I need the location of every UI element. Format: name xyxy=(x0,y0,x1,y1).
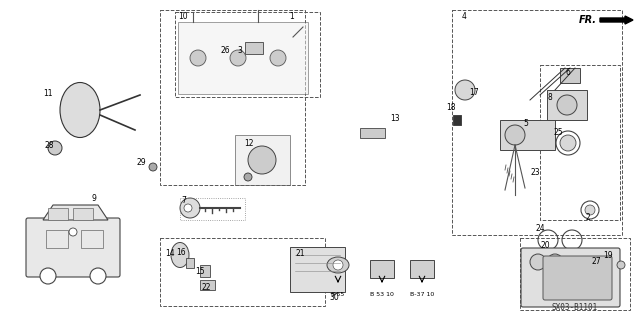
Circle shape xyxy=(244,173,252,181)
FancyArrow shape xyxy=(600,16,633,24)
Bar xyxy=(46,230,68,248)
Circle shape xyxy=(547,254,563,270)
Text: 24: 24 xyxy=(535,223,545,233)
Circle shape xyxy=(190,50,206,66)
Text: 23: 23 xyxy=(530,167,540,177)
Text: 22: 22 xyxy=(201,283,211,292)
Circle shape xyxy=(557,95,577,115)
Text: 2: 2 xyxy=(585,212,590,221)
Text: 26: 26 xyxy=(220,45,230,54)
Bar xyxy=(160,238,325,306)
Polygon shape xyxy=(43,205,108,220)
Text: 21: 21 xyxy=(296,249,304,258)
Text: 28: 28 xyxy=(44,140,54,149)
Text: 14: 14 xyxy=(165,249,175,258)
Bar xyxy=(520,238,630,310)
Bar xyxy=(370,260,394,278)
Bar xyxy=(290,247,345,292)
Bar xyxy=(500,120,555,150)
Bar xyxy=(547,90,587,120)
Circle shape xyxy=(149,163,157,171)
Text: 11: 11 xyxy=(43,89,53,98)
Bar xyxy=(48,208,68,220)
Circle shape xyxy=(560,135,576,151)
Circle shape xyxy=(230,50,246,66)
Circle shape xyxy=(455,80,475,100)
Text: 30: 30 xyxy=(329,292,339,301)
Bar xyxy=(186,258,194,268)
Text: 15: 15 xyxy=(195,268,205,276)
Bar xyxy=(73,208,93,220)
Circle shape xyxy=(180,198,200,218)
Circle shape xyxy=(617,261,625,269)
Bar xyxy=(360,128,385,138)
FancyBboxPatch shape xyxy=(543,256,612,300)
Text: 4: 4 xyxy=(462,12,466,20)
Circle shape xyxy=(585,205,595,215)
Bar xyxy=(200,265,210,277)
Circle shape xyxy=(333,260,343,270)
Text: SX03-B1101: SX03-B1101 xyxy=(552,303,598,313)
Circle shape xyxy=(48,141,62,155)
Text: 13: 13 xyxy=(390,114,400,123)
Text: B-37 10: B-37 10 xyxy=(410,292,434,297)
FancyBboxPatch shape xyxy=(26,218,120,277)
Text: 25: 25 xyxy=(553,127,563,137)
Bar xyxy=(453,115,461,125)
Circle shape xyxy=(184,204,192,212)
Circle shape xyxy=(248,146,276,174)
Text: B-55: B-55 xyxy=(331,292,345,297)
Circle shape xyxy=(40,268,56,284)
Bar xyxy=(540,65,620,220)
Bar xyxy=(175,12,320,97)
Text: 19: 19 xyxy=(603,251,613,260)
Text: 16: 16 xyxy=(176,247,186,257)
Ellipse shape xyxy=(171,243,189,268)
Text: 18: 18 xyxy=(447,102,455,111)
Text: FR.: FR. xyxy=(579,15,597,25)
Bar xyxy=(178,22,308,94)
Bar xyxy=(410,260,434,278)
Bar xyxy=(245,42,263,54)
Text: B 53 10: B 53 10 xyxy=(370,292,394,297)
Text: 10: 10 xyxy=(178,12,188,20)
Text: 5: 5 xyxy=(524,118,529,127)
Bar xyxy=(560,68,580,83)
Text: 20: 20 xyxy=(540,241,550,250)
Text: 7: 7 xyxy=(182,196,187,204)
Text: 9: 9 xyxy=(92,194,96,203)
Bar xyxy=(200,280,215,290)
Bar xyxy=(235,135,290,185)
Bar xyxy=(81,230,103,248)
Ellipse shape xyxy=(327,257,349,273)
Bar xyxy=(452,10,622,235)
Text: 29: 29 xyxy=(136,157,146,166)
Circle shape xyxy=(270,50,286,66)
Circle shape xyxy=(69,228,77,236)
Text: 6: 6 xyxy=(566,68,571,76)
Circle shape xyxy=(90,268,106,284)
Text: 27: 27 xyxy=(591,258,601,267)
Text: 1: 1 xyxy=(290,12,294,20)
Text: 17: 17 xyxy=(469,87,479,97)
Circle shape xyxy=(530,254,546,270)
Bar xyxy=(180,198,245,220)
Text: 12: 12 xyxy=(244,139,254,148)
Bar xyxy=(160,10,305,185)
Text: 8: 8 xyxy=(548,92,552,101)
Text: 3: 3 xyxy=(238,45,243,54)
Ellipse shape xyxy=(60,83,100,138)
Circle shape xyxy=(505,125,525,145)
FancyBboxPatch shape xyxy=(521,248,620,307)
